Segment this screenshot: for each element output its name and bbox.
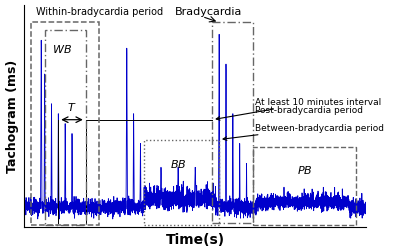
- Text: $T$: $T$: [67, 100, 77, 112]
- Text: $BB$: $BB$: [170, 158, 186, 170]
- Text: $PB$: $PB$: [297, 164, 312, 176]
- Text: Bradycardia: Bradycardia: [175, 8, 242, 17]
- Bar: [212, 23, 253, 223]
- Text: $WB$: $WB$: [52, 43, 72, 55]
- Text: Post-bradycardia period: Post-bradycardia period: [255, 105, 363, 114]
- Text: Between-bradycardia period: Between-bradycardia period: [223, 123, 384, 141]
- X-axis label: Time(s): Time(s): [166, 233, 225, 246]
- Bar: [31, 23, 99, 225]
- Y-axis label: Tachogram (ms): Tachogram (ms): [6, 60, 18, 173]
- Bar: [253, 148, 356, 225]
- Text: Within-bradycardia period: Within-bradycardia period: [36, 8, 163, 17]
- Bar: [45, 31, 86, 225]
- Text: At least 10 minutes interval: At least 10 minutes interval: [216, 98, 381, 121]
- Bar: [144, 140, 219, 225]
